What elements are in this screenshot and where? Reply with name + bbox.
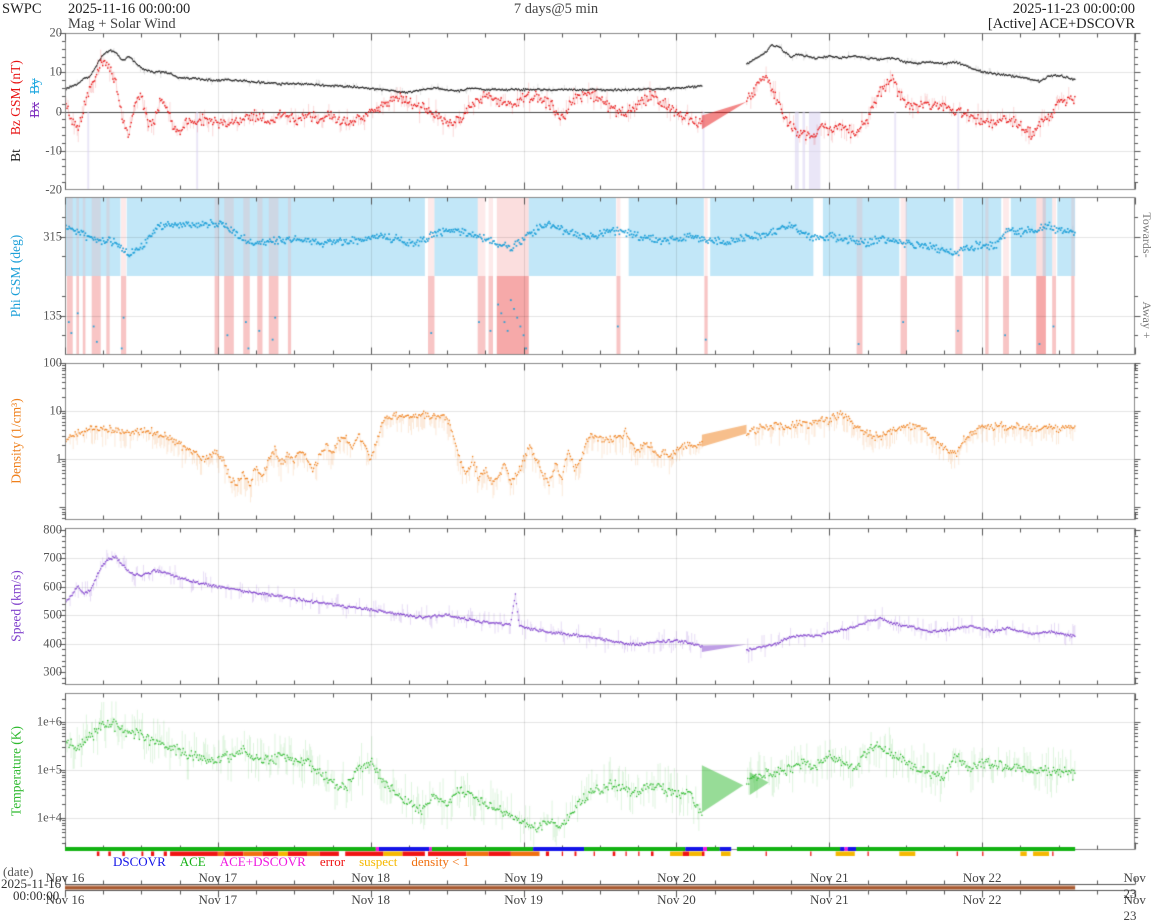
y-tick-label: 1 — [55, 451, 62, 466]
x-day-label: Nov 20 — [657, 891, 696, 907]
y-tick-label: 10 — [49, 64, 63, 79]
x-day-label: Nov 18 — [351, 891, 391, 907]
footer-start-time: 00:00:00 — [13, 888, 60, 903]
bt-label: Bt — [8, 149, 23, 162]
x-day-label: Nov 23 — [1123, 891, 1146, 923]
x-day-label: Nov 22 — [962, 870, 1002, 885]
x-day-label: Nov 19 — [504, 891, 543, 907]
plot-canvas — [0, 0, 1158, 905]
temperature-axis-label: Temperature (K) — [8, 725, 24, 817]
y-tick-label: 20 — [49, 25, 63, 40]
legend-item-dscovr: DSCOVR — [113, 854, 166, 869]
x-day-label: Nov 18 — [351, 870, 391, 885]
y-tick-label: 800 — [43, 522, 62, 537]
x-day-label: Nov 23 — [1123, 870, 1146, 901]
source-mode-label: [Active] ACE+DSCOVR — [987, 16, 1135, 32]
cadence-label: 7 days@5 min — [513, 1, 599, 17]
y-tick-label: 1e+6 — [36, 714, 62, 729]
towards-sector-label: Towards- — [1140, 212, 1155, 258]
legend-item-suspect: suspect — [359, 854, 398, 869]
y-tick-label: 600 — [43, 579, 62, 594]
y-tick-label: 300 — [43, 664, 62, 679]
y-tick-label: 100 — [43, 355, 62, 370]
y-tick-label: 10 — [49, 403, 63, 418]
y-tick-label: 1e+4 — [36, 810, 62, 825]
mag-axis-label: Bt Bz GSM (nT) — [7, 31, 25, 191]
y-tick-label: 400 — [43, 636, 62, 651]
end-datetime-label: 2025-11-23 00:00:00 — [1012, 1, 1135, 17]
x-day-label: Nov 21 — [809, 891, 849, 907]
x-day-label: Nov 16 — [45, 891, 85, 907]
y-tick-label: 700 — [43, 550, 62, 565]
x-day-label: Nov 19 — [504, 870, 543, 885]
y-tick-label: 135 — [43, 308, 62, 322]
y-tick-label: -10 — [45, 143, 62, 158]
by-label: By — [27, 78, 42, 94]
legend-item-ace-dscovr: ACE+DSCOVR — [219, 854, 306, 869]
date-axis-caption: (date) — [3, 864, 34, 879]
footer-start-date: 2025-11-16 — [1, 876, 62, 891]
x-day-label: Nov 21 — [809, 870, 849, 885]
phi-axis-label: Phi GSM (deg) — [8, 234, 23, 318]
legend-item-error: error — [319, 854, 346, 869]
x-day-label: Nov 17 — [198, 891, 238, 907]
legend-item-ace: ACE — [179, 854, 206, 869]
x-day-label: Nov 17 — [198, 870, 238, 885]
mag-hidden-series-label: Bx By — [26, 43, 44, 153]
speed-axis-label: Speed (km/s) — [8, 570, 24, 642]
x-day-label: Nov 22 — [962, 891, 1002, 907]
away-sector-label: Away + — [1140, 301, 1155, 339]
y-tick-label: 1e+5 — [36, 762, 62, 777]
density-axis-label: Density (1/cm³) — [8, 398, 24, 484]
plot-title: Mag + Solar Wind — [68, 16, 176, 32]
y-tick-label: 500 — [43, 607, 62, 622]
x-day-label: Nov 16 — [45, 870, 85, 885]
agency-label: SWPC — [2, 1, 42, 17]
y-tick-label: -20 — [45, 182, 62, 197]
bx-label: Bx — [27, 102, 42, 118]
start-datetime-label: 2025-11-16 00:00:00 — [68, 1, 191, 17]
legend-item-density-1: density < 1 — [411, 854, 470, 869]
y-tick-label: 315 — [43, 229, 62, 243]
y-tick-label: 0 — [55, 104, 62, 118]
bz-label: Bz GSM (nT) — [8, 60, 23, 136]
legend-row: DSCOVR ACE ACE+DSCOVR error suspect density <… — [113, 854, 469, 870]
x-day-label: Nov 20 — [657, 870, 696, 885]
